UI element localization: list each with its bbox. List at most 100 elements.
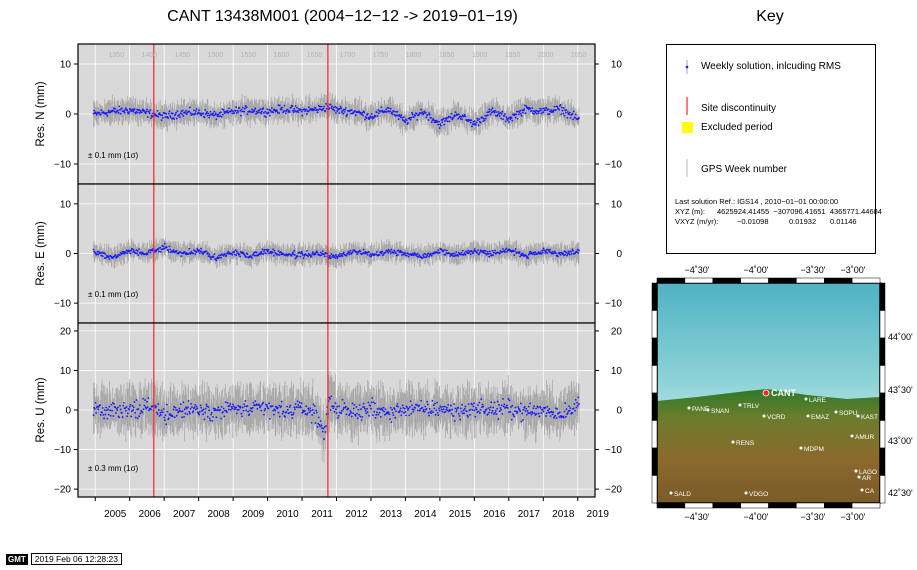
data-point: [401, 251, 404, 254]
data-point: [99, 404, 102, 407]
data-point: [276, 406, 279, 409]
data-point: [513, 415, 516, 418]
data-point: [323, 253, 325, 256]
data-point: [440, 124, 442, 127]
data-point: [400, 251, 403, 254]
data-point: [543, 249, 546, 252]
data-point: [467, 249, 469, 252]
y-tick-label: 10: [60, 60, 72, 71]
data-point: [231, 112, 234, 115]
data-point: [572, 118, 574, 121]
data-point: [430, 412, 432, 415]
data-point: [236, 408, 239, 411]
data-point: [175, 111, 177, 114]
data-point: [193, 406, 196, 409]
data-point: [251, 410, 253, 413]
data-point: [315, 108, 318, 111]
data-point: [179, 251, 182, 254]
map-border-segment: [740, 502, 769, 509]
data-point: [314, 107, 317, 110]
key-box: Weekly solution, inlcuding RMS Site disc…: [666, 44, 882, 254]
data-point: [562, 107, 565, 109]
data-point: [320, 424, 323, 427]
data-point: [490, 401, 493, 404]
data-point: [345, 254, 348, 257]
data-point: [227, 250, 230, 253]
y-tick-label: 10: [60, 366, 72, 377]
data-point: [442, 405, 444, 408]
data-point: [149, 109, 152, 111]
rms-text: ± 0.1 mm (1σ): [88, 151, 139, 160]
data-point: [176, 409, 179, 411]
data-point: [247, 410, 249, 413]
data-point: [523, 405, 526, 408]
data-point: [425, 116, 428, 119]
data-point: [234, 249, 237, 252]
y-tick-label: 0: [65, 406, 71, 417]
data-point: [217, 406, 220, 409]
data-point: [366, 113, 369, 115]
data-point: [449, 116, 452, 119]
data-point: [272, 248, 275, 251]
data-point: [478, 252, 481, 255]
data-point: [333, 405, 335, 408]
data-point: [375, 253, 378, 256]
data-point: [370, 254, 373, 257]
data-point: [260, 409, 263, 412]
data-point: [370, 401, 373, 404]
data-point: [423, 410, 426, 413]
data-point: [478, 118, 481, 121]
data-point: [452, 116, 455, 119]
data-point: [117, 111, 120, 114]
data-point: [435, 409, 438, 412]
data-point: [377, 407, 380, 410]
data-point: [183, 251, 186, 253]
data-point: [134, 112, 137, 115]
data-point: [488, 409, 491, 411]
data-point: [362, 406, 364, 409]
data-point: [526, 410, 529, 412]
x-tick-label: 2008: [208, 509, 231, 520]
data-point: [463, 412, 465, 415]
data-point: [214, 409, 217, 412]
data-point: [157, 403, 160, 405]
data-point: [144, 399, 146, 401]
data-point: [95, 253, 98, 255]
data-point: [357, 408, 360, 411]
data-point: [347, 408, 350, 410]
data-point: [292, 251, 294, 254]
data-point: [97, 253, 100, 256]
data-point: [475, 121, 478, 124]
site-marker: [854, 469, 858, 473]
data-point: [200, 251, 203, 253]
gps-week-label: 1400: [142, 52, 158, 59]
data-point: [300, 252, 302, 255]
data-point: [500, 404, 503, 407]
data-point: [179, 116, 181, 119]
data-point: [503, 250, 506, 252]
data-point: [537, 406, 539, 409]
data-point: [135, 249, 138, 252]
data-point: [206, 415, 209, 418]
data-point: [471, 250, 473, 253]
site-marker: [706, 408, 710, 412]
data-point: [395, 410, 397, 413]
data-point: [292, 413, 294, 416]
map-border-segment: [879, 310, 886, 339]
data-point: [547, 108, 550, 111]
data-point: [141, 411, 144, 414]
data-point: [397, 114, 399, 117]
data-point: [99, 252, 102, 255]
gps-week-label: 1900: [472, 52, 488, 59]
data-point: [117, 109, 119, 112]
key-item-excluded-period: Excluded period: [701, 122, 773, 133]
data-point: [382, 406, 385, 409]
data-point: [397, 405, 399, 408]
data-point: [307, 110, 310, 113]
data-point: [356, 417, 359, 420]
data-point: [498, 112, 500, 115]
data-point: [121, 253, 123, 256]
data-point: [163, 419, 166, 421]
data-point: [174, 113, 177, 116]
